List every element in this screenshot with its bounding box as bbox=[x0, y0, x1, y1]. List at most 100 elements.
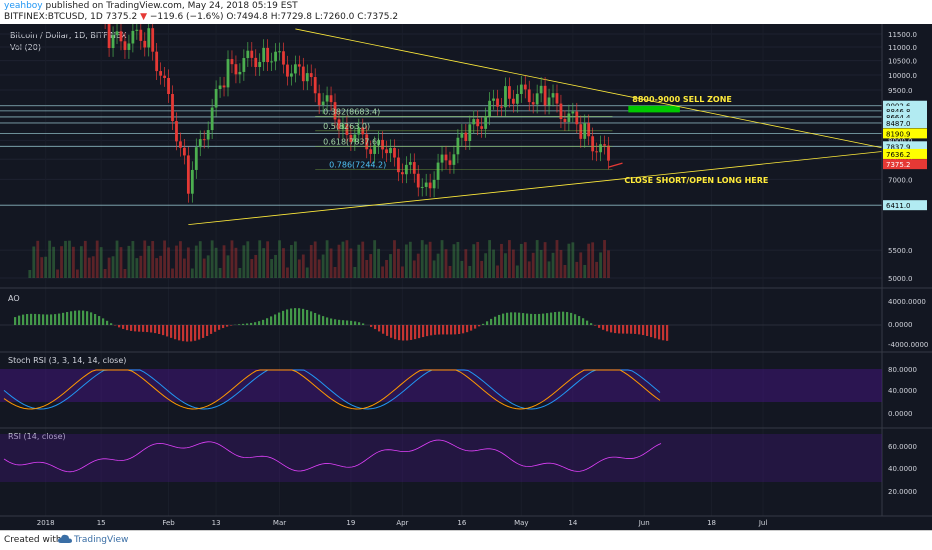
volume-bar bbox=[389, 254, 392, 278]
candle-body bbox=[159, 71, 163, 76]
close-short-label: CLOSE SHORT/OPEN LONG HERE bbox=[624, 176, 768, 185]
created-with-text: Created with bbox=[4, 535, 62, 545]
candle-body bbox=[563, 119, 567, 122]
candle-body bbox=[286, 64, 289, 77]
ao-bar bbox=[550, 312, 553, 325]
rsi-pane[interactable]: RSI (14, close) 60.0000 40.0000 20.0000 bbox=[0, 432, 917, 496]
volume-bar bbox=[432, 260, 436, 278]
candle-body bbox=[278, 51, 281, 53]
rsi-tick-label: 40.0000 bbox=[888, 465, 917, 473]
ao-bar bbox=[626, 325, 629, 334]
volume-bar bbox=[424, 244, 428, 278]
ao-bar bbox=[194, 325, 197, 341]
ao-bar bbox=[414, 325, 417, 340]
ao-bar bbox=[86, 311, 89, 325]
volume-bar bbox=[274, 254, 277, 278]
close-value: 7375.2 bbox=[366, 12, 399, 22]
ao-bar bbox=[598, 325, 601, 328]
ao-bar bbox=[146, 325, 149, 333]
candle-body bbox=[385, 149, 388, 154]
price-tick-label: 7000.0 bbox=[888, 176, 913, 184]
volume-bar bbox=[349, 248, 353, 278]
candle-body bbox=[420, 186, 424, 188]
tradingview-brand[interactable]: TradingView bbox=[74, 535, 129, 545]
ao-bar bbox=[310, 311, 313, 325]
volume-bar bbox=[504, 253, 507, 278]
volume-bar bbox=[262, 248, 266, 278]
ao-tick-label: 0.0000 bbox=[888, 321, 913, 329]
ao-bar bbox=[182, 325, 185, 342]
ao-bar bbox=[154, 325, 157, 334]
ao-bar bbox=[106, 320, 109, 325]
candle-body bbox=[547, 97, 551, 106]
volume-bar bbox=[60, 246, 63, 278]
ao-bar bbox=[126, 325, 129, 331]
candle-body bbox=[329, 95, 333, 103]
ao-bar bbox=[382, 325, 385, 334]
stoch-rsi-pane[interactable]: Stoch RSI (3, 3, 14, 14, close) 80.0000 4… bbox=[0, 356, 917, 418]
time-tick-label: 2018 bbox=[37, 519, 55, 527]
price-badge bbox=[883, 100, 927, 111]
volume-bar bbox=[91, 256, 95, 278]
volume-bar bbox=[381, 266, 384, 278]
ao-bar bbox=[286, 309, 289, 325]
volume-bar bbox=[246, 241, 250, 278]
volume-bar bbox=[119, 247, 123, 278]
candle-body bbox=[595, 151, 599, 153]
candle-body bbox=[492, 98, 495, 101]
candle-body bbox=[468, 124, 472, 141]
ao-bar bbox=[206, 325, 209, 336]
candle-body bbox=[504, 86, 507, 108]
ao-bar bbox=[30, 313, 33, 325]
volume-bar bbox=[32, 246, 36, 278]
change: −119.6 (−1.6%) bbox=[149, 12, 224, 22]
candle-body bbox=[464, 132, 468, 141]
ao-bar bbox=[214, 325, 217, 332]
ao-bar bbox=[22, 314, 25, 325]
candle-body bbox=[183, 147, 186, 156]
candle-body bbox=[424, 182, 428, 187]
time-axis[interactable]: 2018 15 Feb 13 Mar 19 Apr 16 May 14 Jun 18 Jul bbox=[37, 519, 768, 527]
volume-bar bbox=[250, 259, 254, 278]
stoch-rsi-tick-label: 80.0000 bbox=[888, 366, 917, 374]
candle-body bbox=[139, 29, 143, 41]
volume-bar bbox=[155, 258, 159, 278]
volume-bar bbox=[440, 240, 444, 278]
volume-bar bbox=[123, 268, 127, 278]
ao-bar bbox=[618, 325, 621, 334]
ao-pane[interactable]: AO 4000.0000 0.0000 -4000.0000 bbox=[0, 294, 928, 349]
candle-body bbox=[131, 30, 135, 44]
ao-tick-label: 4000.0000 bbox=[888, 298, 926, 306]
volume-bar bbox=[337, 244, 341, 278]
volume-bar bbox=[242, 245, 246, 278]
ao-bar bbox=[34, 313, 37, 325]
candle-body bbox=[543, 85, 547, 106]
ao-bar bbox=[70, 311, 73, 325]
volume-bar bbox=[139, 255, 143, 278]
username-link[interactable]: yeahboy bbox=[4, 1, 43, 11]
main-price-pane[interactable]: Bitcoin / Dollar, 1D, BITFINEX Vol (20) … bbox=[0, 24, 883, 516]
chart-canvas[interactable]: Bitcoin / Dollar, 1D, BITFINEX Vol (20) … bbox=[0, 24, 932, 530]
candle-body bbox=[274, 51, 277, 62]
ao-bar bbox=[354, 321, 357, 325]
price-tick-label: 9500.0 bbox=[888, 87, 913, 95]
volume-bar bbox=[293, 241, 297, 278]
ao-bar bbox=[358, 322, 361, 325]
price-axis[interactable]: 11500.011000.010500.010000.09500.09000.0… bbox=[881, 24, 927, 516]
candle-body bbox=[515, 93, 519, 104]
volume-bar bbox=[234, 247, 238, 278]
price-badge bbox=[883, 148, 927, 159]
volume-bar bbox=[44, 256, 48, 278]
ao-bar bbox=[246, 323, 249, 325]
volume-bar bbox=[321, 254, 325, 278]
ao-bar bbox=[262, 319, 265, 325]
candle-body bbox=[167, 77, 170, 95]
ao-bar bbox=[622, 325, 625, 334]
candle-body bbox=[444, 154, 448, 161]
price-tick-label: 5500.0 bbox=[888, 247, 913, 255]
candle-body bbox=[460, 132, 464, 138]
low-value: 7260.0 bbox=[322, 12, 355, 22]
time-tick-label: Mar bbox=[273, 519, 286, 527]
ao-bar bbox=[654, 325, 657, 339]
ao-bar bbox=[58, 313, 61, 325]
